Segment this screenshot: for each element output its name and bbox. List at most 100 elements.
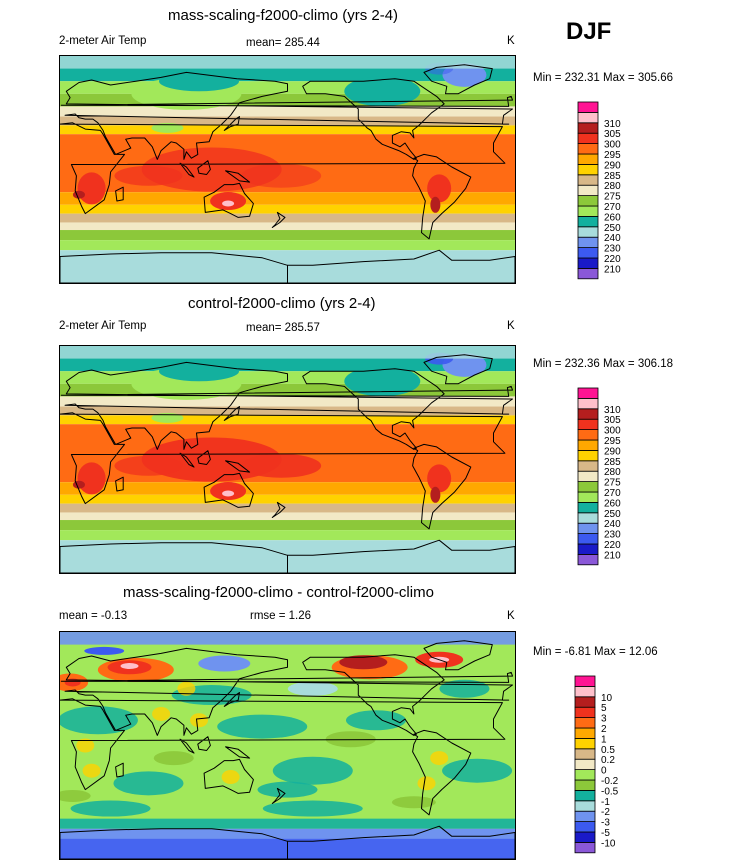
colorbar-swatch bbox=[574, 738, 596, 750]
colorbar-label: 305 bbox=[604, 129, 621, 140]
colorbar-swatch bbox=[577, 491, 599, 503]
panel3-title: mass-scaling-f2000-climo - control-f2000… bbox=[123, 584, 434, 601]
colorbar-label: 310 bbox=[604, 405, 621, 416]
colorbar-swatch bbox=[577, 397, 599, 410]
colorbar-label: 0.5 bbox=[601, 745, 615, 756]
colorbar-swatch bbox=[574, 800, 596, 812]
colorbar-label: -2 bbox=[601, 807, 610, 818]
colorbar-label: 275 bbox=[604, 478, 621, 489]
panel1-variable: 2-meter Air Temp bbox=[59, 35, 147, 47]
colorbar-label: 300 bbox=[604, 140, 621, 151]
panel3-rmse: rmse = 1.26 bbox=[250, 610, 312, 622]
colorbar-label: 0 bbox=[601, 766, 607, 777]
colorbar-label: 230 bbox=[604, 530, 621, 541]
colorbar-label: 5 bbox=[601, 703, 607, 714]
colorbar-label: 280 bbox=[604, 181, 621, 192]
colorbar-swatch bbox=[574, 810, 596, 822]
colorbar-label: 220 bbox=[604, 254, 621, 265]
colorbar-swatch bbox=[577, 195, 599, 207]
colorbar-swatch bbox=[577, 122, 599, 134]
colorbar-swatch bbox=[577, 153, 599, 165]
colorbar-label: -5 bbox=[601, 828, 610, 839]
colorbar-swatch bbox=[577, 174, 599, 186]
colorbar-label: 280 bbox=[604, 467, 621, 478]
colorbar-swatch bbox=[574, 769, 596, 781]
colorbar-swatch bbox=[574, 779, 596, 791]
season-label: DJF bbox=[566, 18, 612, 45]
panel2-map bbox=[59, 345, 516, 574]
colorbar-swatch bbox=[577, 408, 599, 420]
colorbar-swatch bbox=[577, 236, 599, 248]
colorbar-label: 1 bbox=[601, 734, 607, 745]
colorbar-swatch bbox=[574, 706, 596, 719]
panel2-colorbar: 210 220 230 240 250 260 270 275 280 285 290 295 300 3… bbox=[577, 387, 697, 566]
colorbar-swatch bbox=[577, 143, 599, 155]
colorbar-swatch bbox=[577, 418, 599, 431]
colorbar-swatch bbox=[577, 543, 599, 555]
colorbar-label: 250 bbox=[604, 509, 621, 520]
colorbar-swatch bbox=[577, 387, 599, 399]
colorbar-swatch bbox=[577, 216, 599, 228]
colorbar-swatch bbox=[577, 502, 599, 514]
colorbar-label: 210 bbox=[604, 264, 621, 275]
colorbar-label: 285 bbox=[604, 457, 621, 468]
colorbar-label: 3 bbox=[601, 714, 607, 725]
coastline bbox=[60, 354, 515, 573]
colorbar-label: 0.2 bbox=[601, 755, 615, 766]
colorbar-label: 10 bbox=[601, 693, 613, 704]
colorbar-label: 250 bbox=[604, 223, 621, 234]
colorbar-swatch bbox=[574, 831, 596, 843]
colorbar-label: 290 bbox=[604, 446, 621, 457]
colorbar-swatch bbox=[577, 205, 599, 217]
panel1-title: mass-scaling-f2000-climo (yrs 2-4) bbox=[168, 7, 399, 24]
colorbar-label: 285 bbox=[604, 171, 621, 182]
colorbar-swatch bbox=[577, 101, 599, 113]
panel2-title: control-f2000-climo (yrs 2-4) bbox=[188, 295, 376, 312]
colorbar-swatch bbox=[577, 553, 599, 566]
panel3-colorbar: -10 -5 -3 -2 -1 -0.5 -0.2 0 0.2 0.5 1 2 3 5 10 bbox=[574, 675, 694, 854]
panel3-units: K bbox=[507, 610, 515, 622]
colorbar-swatch bbox=[577, 226, 599, 238]
colorbar-swatch bbox=[577, 460, 599, 472]
colorbar-label: -0.2 bbox=[601, 776, 619, 787]
panel1-units: K bbox=[507, 35, 515, 47]
colorbar-swatch bbox=[577, 512, 599, 524]
panel1-map bbox=[59, 55, 516, 284]
colorbar-label: 290 bbox=[604, 160, 621, 171]
colorbar-swatch bbox=[577, 257, 599, 269]
colorbar-label: -10 bbox=[601, 838, 616, 849]
colorbar-swatch bbox=[574, 758, 596, 770]
colorbar-swatch bbox=[577, 470, 599, 482]
colorbar-label: 260 bbox=[604, 498, 621, 509]
panel1-colorbar: 210 220 230 240 250 260 270 275 280 285 290 295 300 3… bbox=[577, 101, 697, 280]
colorbar-swatch bbox=[577, 247, 599, 259]
colorbar-label: 310 bbox=[604, 119, 621, 130]
colorbar-swatch bbox=[577, 481, 599, 493]
colorbar-swatch bbox=[574, 727, 596, 739]
colorbar-label: 270 bbox=[604, 202, 621, 213]
colorbar-swatch bbox=[577, 450, 599, 462]
colorbar-swatch bbox=[574, 696, 596, 708]
panel2-units: K bbox=[507, 320, 515, 332]
colorbar-swatch bbox=[577, 439, 599, 451]
panel2-mean: mean= 285.57 bbox=[246, 322, 320, 334]
colorbar-label: 210 bbox=[604, 550, 621, 561]
colorbar-label: 260 bbox=[604, 212, 621, 223]
colorbar-label: 270 bbox=[604, 488, 621, 499]
colorbar-swatch bbox=[577, 164, 599, 176]
colorbar-label: 240 bbox=[604, 519, 621, 530]
colorbar-label: 295 bbox=[604, 436, 621, 447]
colorbar-swatch bbox=[577, 522, 599, 534]
colorbar-swatch bbox=[574, 675, 596, 687]
colorbar-label: 305 bbox=[604, 415, 621, 426]
colorbar-label: -3 bbox=[601, 818, 610, 829]
colorbar-label: -0.5 bbox=[601, 786, 619, 797]
colorbar-label: 240 bbox=[604, 233, 621, 244]
panel1-minmax: Min = 232.31 Max = 305.66 bbox=[533, 72, 674, 84]
panel3-mean: mean = -0.13 bbox=[59, 610, 128, 622]
colorbar-label: 230 bbox=[604, 244, 621, 255]
colorbar-label: 275 bbox=[604, 192, 621, 203]
coastline bbox=[60, 640, 515, 859]
colorbar-swatch bbox=[574, 717, 596, 729]
colorbar-swatch bbox=[577, 184, 599, 196]
